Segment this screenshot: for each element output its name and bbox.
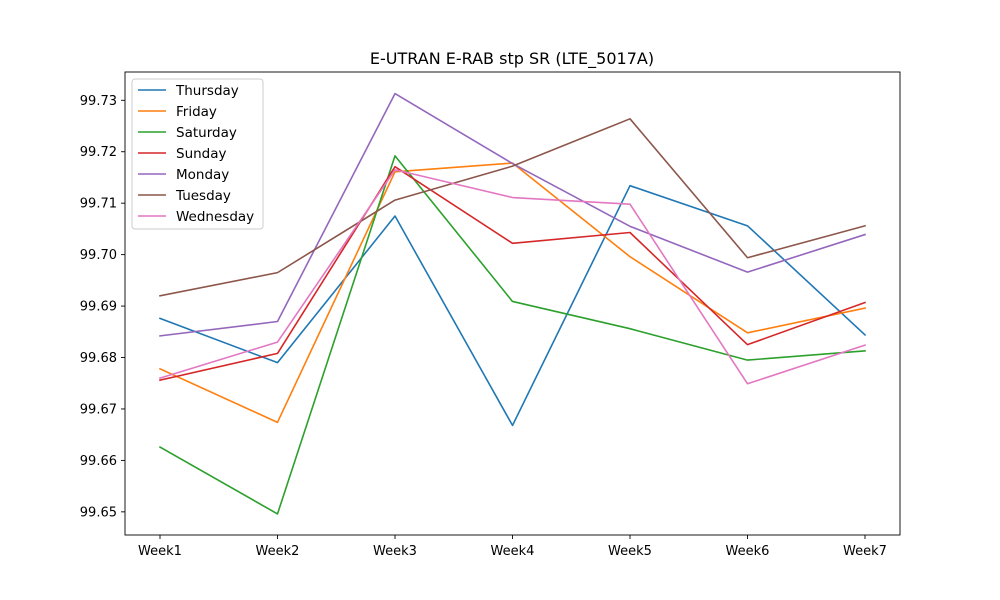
y-tick-label: 99.65 (80, 505, 117, 520)
series-line-tuesday (159, 118, 866, 297)
legend-label-friday: Friday (176, 104, 217, 120)
y-tick-label: 99.68 (80, 351, 117, 366)
y-tick-label: 99.66 (80, 454, 117, 469)
legend-label-wednesday: Wednesday (176, 209, 254, 225)
legend-label-monday: Monday (176, 167, 229, 183)
series-line-wednesday (159, 168, 867, 385)
x-tick-label: Week4 (491, 544, 535, 559)
legend-label-sunday: Sunday (176, 146, 227, 162)
legend: Thursday Friday Saturday Sunday Monday Tuesda… (131, 78, 264, 230)
y-tick-label: 99.70 (80, 248, 117, 263)
y-tick-label: 99.71 (80, 197, 117, 212)
y-tick-label: 99.73 (80, 94, 117, 109)
x-tick-label: Week5 (608, 544, 652, 559)
plot-area: Week1 Week2 Week3 Week4 Week5 Week6 Week7 99.65… (80, 71, 901, 559)
legend-label-saturday: Saturday (176, 125, 237, 141)
x-tick-label: Week7 (843, 544, 887, 559)
series-line-saturday (158, 155, 866, 515)
series-line-friday (158, 162, 866, 424)
x-tick-label: Week2 (256, 544, 300, 559)
y-tick-label: 99.67 (80, 402, 117, 417)
x-tick-label: Week1 (138, 544, 182, 559)
series-line-sunday (159, 165, 867, 382)
x-tick-label: Week6 (726, 544, 770, 559)
y-tick-label: 99.72 (80, 145, 117, 160)
y-tick-label: 99.69 (80, 300, 117, 315)
series-line-thursday (158, 184, 867, 427)
x-tick-label: Week3 (373, 544, 417, 559)
legend-box (131, 78, 264, 230)
chart-title: E-UTRAN E-RAB stp SR (LTE_5017A) (370, 49, 654, 69)
legend-label-thursday: Thursday (175, 83, 239, 99)
series-line-monday (159, 92, 867, 337)
legend-label-tuesday: Tuesday (175, 188, 231, 204)
